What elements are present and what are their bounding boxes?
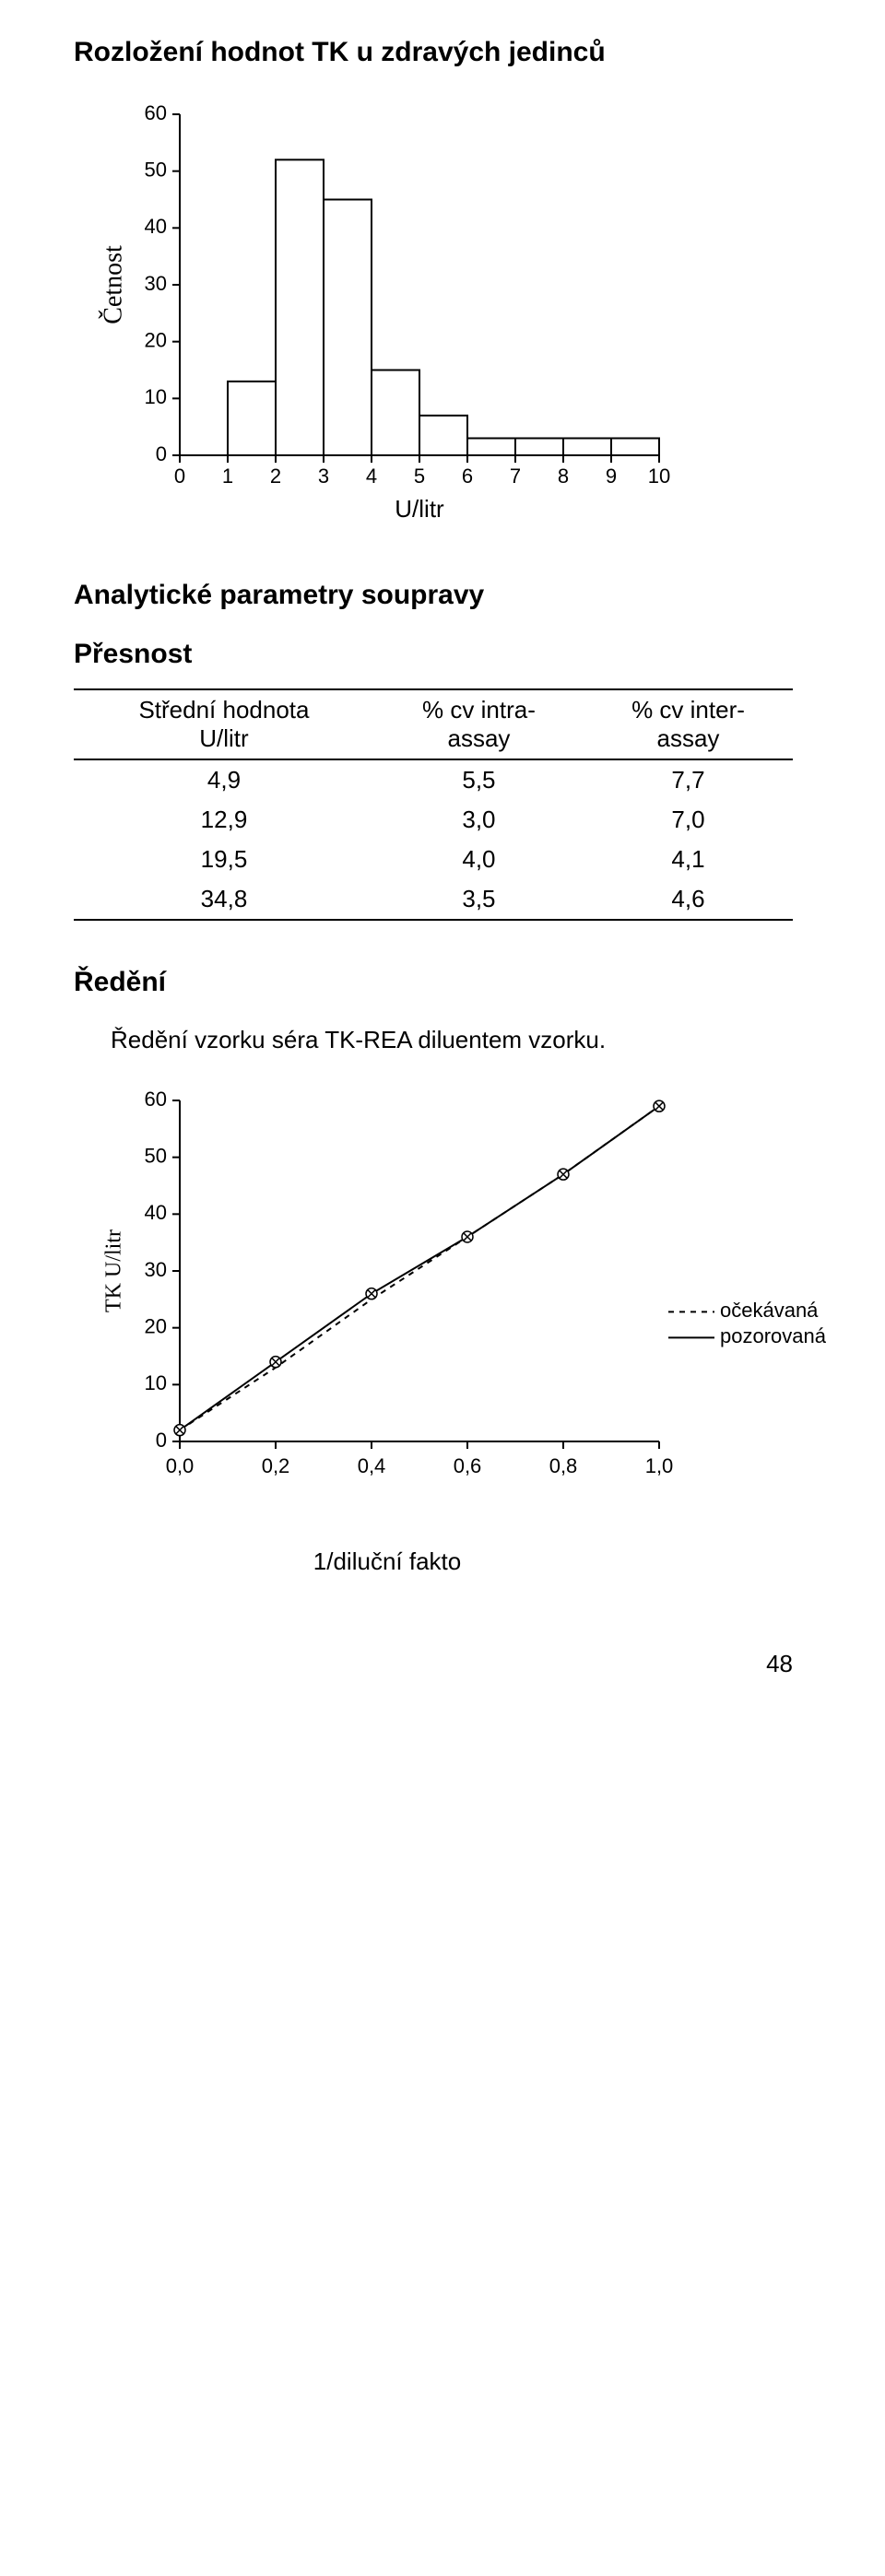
histogram-chart: 0 10 20 30 40 50 60 0 1 2 3 4 5 6 7 8 9 10 Četnost U/litr (92, 96, 830, 534)
svg-text:40: 40 (145, 215, 167, 238)
dilution-chart: 0 10 20 30 40 50 60 0,0 0,2 0,4 0,6 0,8 1,0 TK U/litr… (92, 1082, 830, 1501)
svg-text:30: 30 (145, 1258, 167, 1281)
th1-line2: assay (448, 724, 511, 752)
svg-text:očekávaná: očekávaná (720, 1299, 819, 1322)
table-header-1: % cv intra- assay (374, 689, 584, 759)
svg-text:0,0: 0,0 (166, 1454, 195, 1477)
svg-text:10: 10 (145, 1371, 167, 1394)
table-cell: 4,0 (374, 840, 584, 879)
table-row: 19,54,04,1 (74, 840, 793, 879)
svg-text:50: 50 (145, 158, 167, 181)
table-cell: 19,5 (74, 840, 374, 879)
svg-text:1,0: 1,0 (645, 1454, 674, 1477)
svg-text:10: 10 (648, 465, 670, 488)
svg-text:pozorovaná: pozorovaná (720, 1324, 827, 1347)
table-cell: 3,5 (374, 879, 584, 920)
th2-line2: assay (657, 724, 720, 752)
table-header-2: % cv inter- assay (584, 689, 793, 759)
svg-text:6: 6 (462, 465, 473, 488)
table-header-0: Střední hodnota U/litr (74, 689, 374, 759)
table-cell: 4,1 (584, 840, 793, 879)
svg-text:1: 1 (222, 465, 233, 488)
table-cell: 4,6 (584, 879, 793, 920)
linechart-xlabel: 1/diluční fakto (92, 1547, 682, 1576)
svg-text:0,8: 0,8 (549, 1454, 578, 1477)
section2-subtitle: Přesnost (74, 639, 830, 670)
svg-text:0: 0 (174, 465, 185, 488)
svg-text:60: 60 (145, 1088, 167, 1111)
page-number: 48 (74, 1650, 830, 1678)
th2-line1: % cv inter- (631, 696, 745, 723)
svg-text:0,4: 0,4 (358, 1454, 386, 1477)
section2-title: Analytické parametry soupravy (74, 580, 830, 611)
svg-text:0: 0 (156, 442, 167, 465)
precision-table: Střední hodnota U/litr % cv intra- assay… (74, 688, 793, 921)
svg-text:50: 50 (145, 1144, 167, 1167)
svg-text:7: 7 (510, 465, 521, 488)
svg-text:10: 10 (145, 385, 167, 408)
svg-text:9: 9 (606, 465, 617, 488)
svg-text:8: 8 (558, 465, 569, 488)
section3-title: Ředění (74, 967, 830, 998)
svg-text:0,2: 0,2 (262, 1454, 290, 1477)
table-cell: 4,9 (74, 759, 374, 800)
svg-text:2: 2 (270, 465, 281, 488)
table-cell: 34,8 (74, 879, 374, 920)
table-cell: 7,7 (584, 759, 793, 800)
svg-text:3: 3 (318, 465, 329, 488)
svg-text:5: 5 (414, 465, 425, 488)
svg-text:60: 60 (145, 101, 167, 124)
svg-text:20: 20 (145, 328, 167, 351)
table-row: 34,83,54,6 (74, 879, 793, 920)
table-cell: 5,5 (374, 759, 584, 800)
table-row: 4,95,57,7 (74, 759, 793, 800)
table-cell: 3,0 (374, 800, 584, 840)
svg-text:0,6: 0,6 (454, 1454, 482, 1477)
svg-text:4: 4 (366, 465, 377, 488)
svg-text:40: 40 (145, 1201, 167, 1224)
th1-line1: % cv intra- (422, 696, 536, 723)
table-row: 12,93,07,0 (74, 800, 793, 840)
section3-text: Ředění vzorku séra TK-REA diluentem vzor… (111, 1026, 830, 1054)
table-cell: 12,9 (74, 800, 374, 840)
th0-line1: Střední hodnota (138, 696, 309, 723)
svg-text:0: 0 (156, 1429, 167, 1452)
svg-text:Četnost: Četnost (99, 245, 127, 324)
svg-text:TK U/litr: TK U/litr (102, 1229, 126, 1312)
section1-title: Rozložení hodnot TK u zdravých jedinců (74, 37, 830, 68)
svg-text:20: 20 (145, 1314, 167, 1337)
svg-text:30: 30 (145, 272, 167, 295)
th0-line2: U/litr (199, 724, 248, 752)
svg-text:U/litr: U/litr (395, 495, 444, 523)
table-cell: 7,0 (584, 800, 793, 840)
